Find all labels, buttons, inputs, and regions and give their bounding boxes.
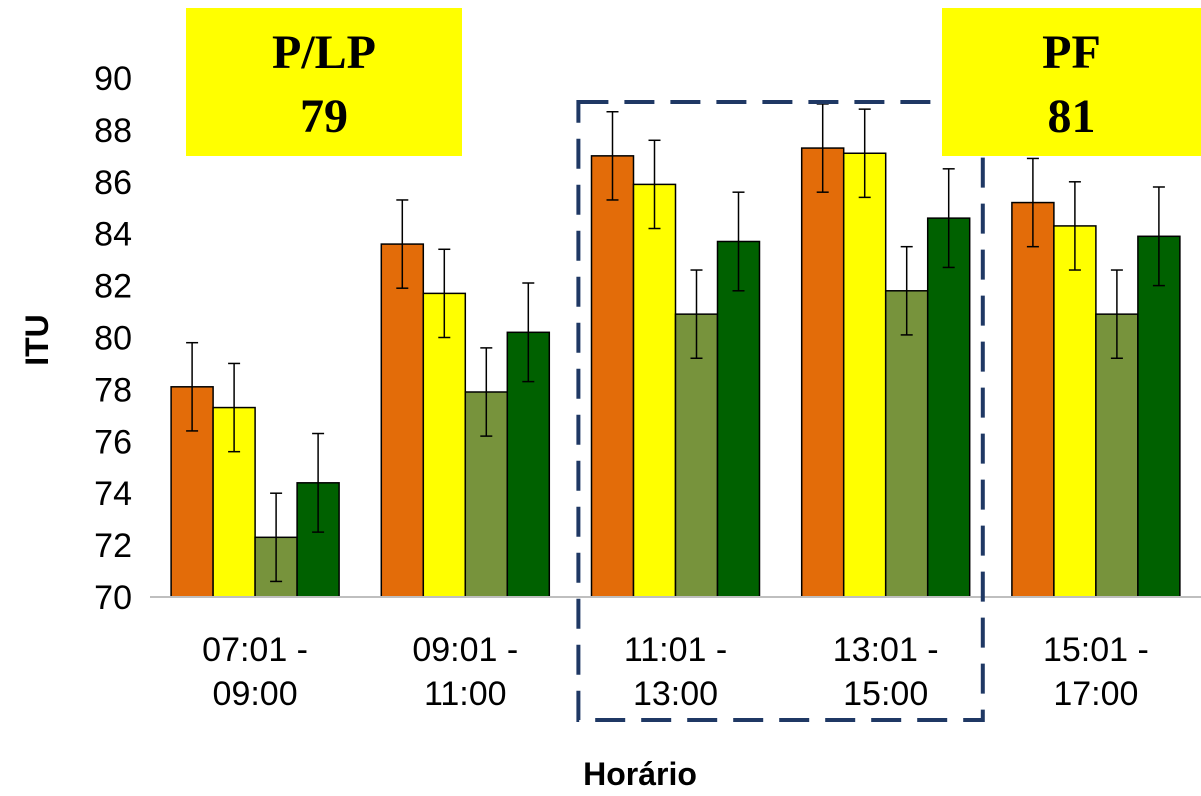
x-tick-label: 13:01 - — [833, 631, 939, 669]
bar — [716, 240, 761, 598]
bar — [1011, 201, 1055, 598]
axes-layer: 70 72 74 76 78 80 82 84 86 88 90 07:01 - 09:00 09:01 … — [94, 60, 1201, 713]
x-tick-label: 17:00 — [1053, 675, 1138, 713]
x-tick-label: 11:01 - — [624, 631, 727, 669]
annotations-layer: P/LP 79 PF 81 — [186, 8, 1201, 156]
error-bars-layer — [186, 103, 1165, 583]
bar — [926, 217, 971, 598]
x-tick-label: 15:01 - — [1043, 631, 1149, 669]
annotation-box: P/LP 79 — [186, 8, 462, 156]
highlight-dashed-box — [576, 100, 985, 722]
bar — [1095, 313, 1139, 598]
x-tick-label: 15:00 — [843, 675, 928, 713]
y-tick-label: 76 — [94, 423, 132, 461]
bar — [1053, 225, 1097, 598]
x-tick-label: 13:00 — [633, 675, 718, 713]
y-tick-label: 72 — [94, 527, 132, 565]
bar — [632, 183, 677, 598]
annotation-label: 79 — [300, 90, 348, 143]
y-tick-label: 86 — [94, 164, 132, 202]
annotation-background — [186, 8, 462, 156]
y-tick-label: 74 — [94, 475, 132, 513]
y-tick-label: 82 — [94, 268, 132, 306]
y-tick-label: 80 — [94, 320, 132, 358]
annotation-label: PF — [1042, 26, 1101, 79]
y-tick-label: 78 — [94, 371, 132, 409]
annotation-background — [942, 8, 1201, 156]
y-tick-label: 90 — [94, 60, 132, 98]
y-tick-label: 88 — [94, 112, 132, 150]
y-tick-label: 70 — [94, 579, 132, 617]
highlight-layer — [576, 100, 985, 722]
x-tick-label: 09:01 - — [412, 631, 518, 669]
bar — [1137, 235, 1181, 598]
bar — [842, 152, 887, 598]
bar — [422, 292, 467, 598]
annotation-box: PF 81 — [942, 8, 1201, 156]
bar — [380, 243, 425, 598]
x-tick-label: 07:01 - — [202, 631, 308, 669]
bars-layer — [170, 147, 1181, 598]
y-tick-label: 84 — [94, 216, 132, 254]
x-axis-title: Horário — [583, 756, 697, 792]
y-axis-title: ITU — [19, 314, 55, 366]
x-tick-label: 11:00 — [424, 675, 507, 713]
bar — [884, 290, 929, 598]
bar — [590, 155, 635, 598]
bar — [800, 147, 845, 598]
annotation-label: P/LP — [272, 26, 376, 79]
x-tick-label: 09:00 — [213, 675, 298, 713]
annotation-label: 81 — [1048, 90, 1096, 143]
